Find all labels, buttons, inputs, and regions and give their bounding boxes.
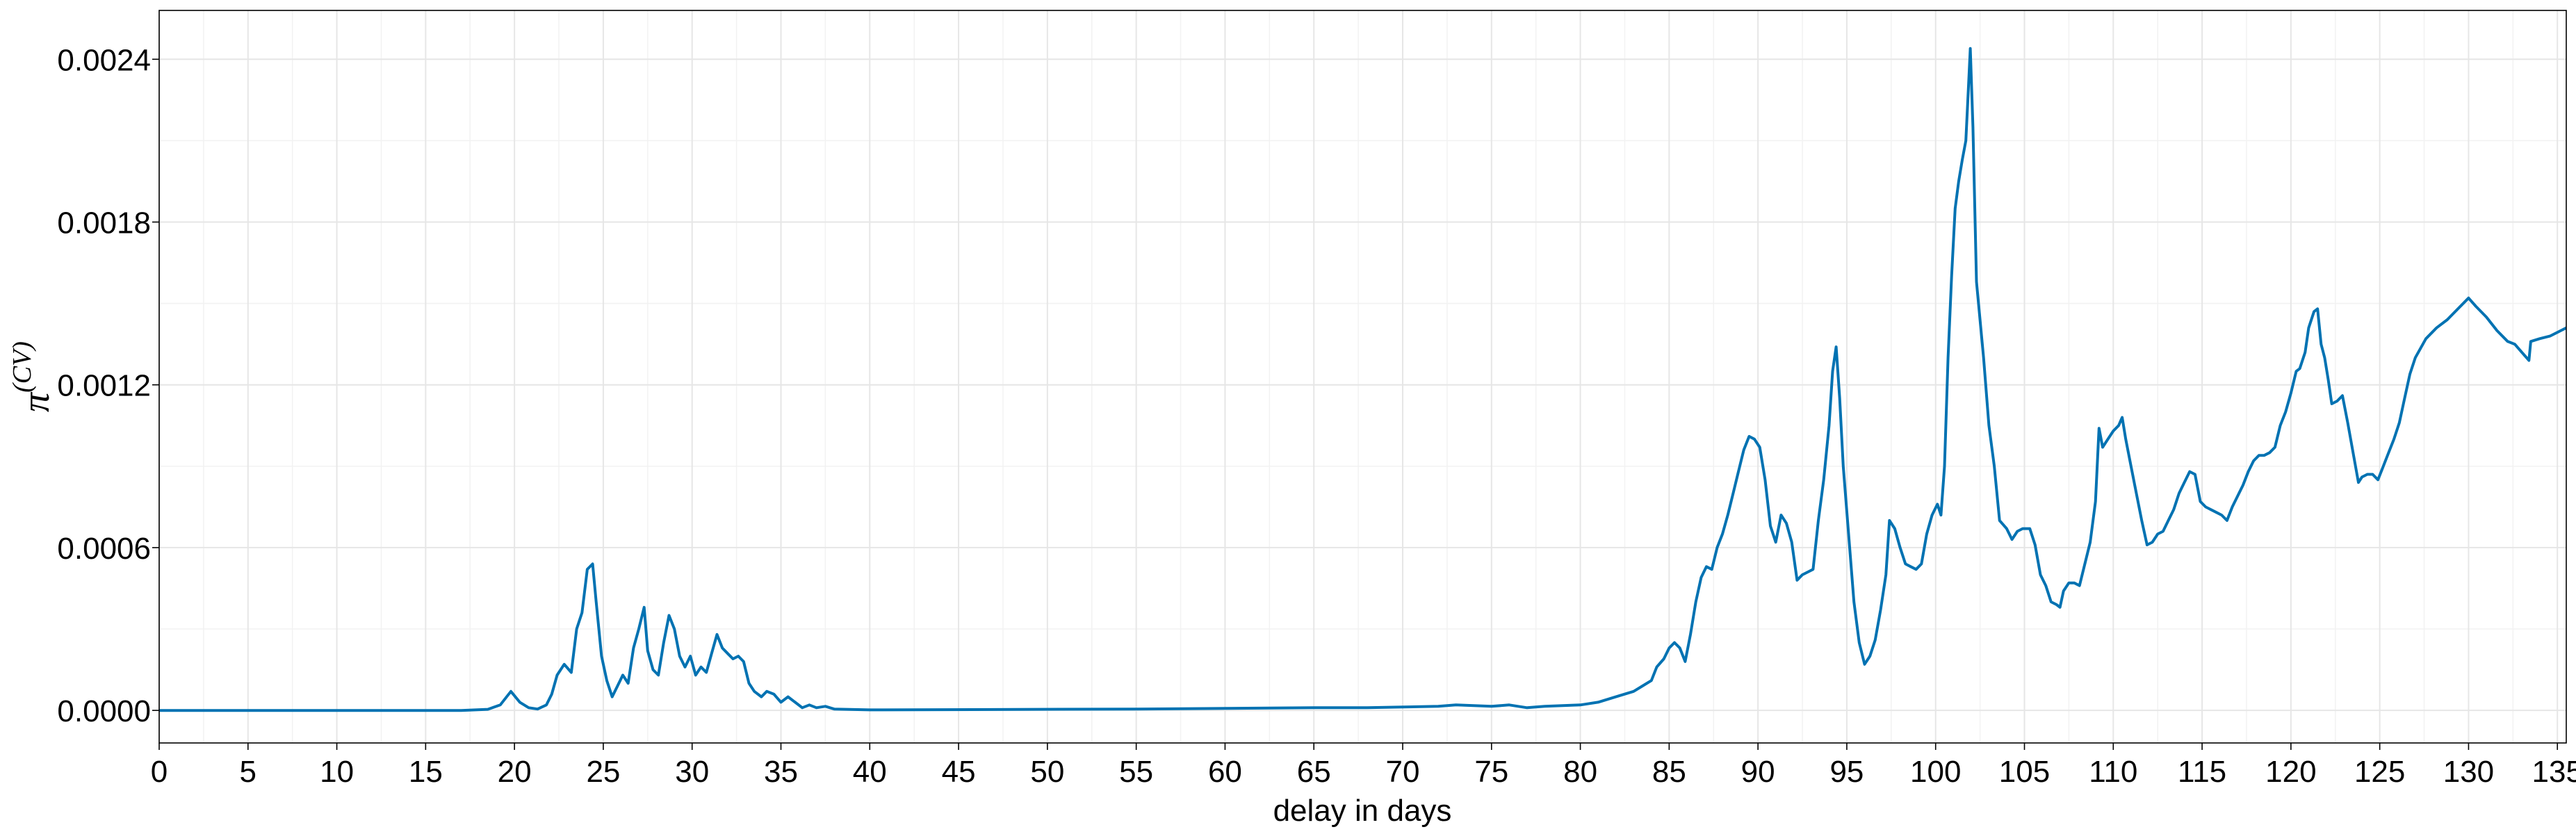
x-tick-label: 125: [2354, 755, 2405, 789]
x-tick-label: 20: [498, 755, 532, 789]
series-line: [159, 47, 2566, 712]
x-tick-label: 0: [151, 755, 168, 789]
x-tick-label: 25: [586, 755, 620, 789]
x-tick-label: 75: [1474, 755, 1508, 789]
x-tick-label: 110: [2089, 755, 2137, 789]
x-tick-label: 80: [1563, 755, 1597, 789]
y-tick-label: 0.0000: [57, 694, 151, 728]
svg-text:π(CV): π(CV): [8, 341, 58, 412]
x-tick-label: 55: [1119, 755, 1153, 789]
x-tick-label: 85: [1652, 755, 1686, 789]
x-tick-label: 70: [1386, 755, 1420, 789]
x-tick-label: 115: [2178, 755, 2226, 789]
x-tick-label: 135: [2532, 755, 2576, 789]
x-tick-label: 10: [320, 755, 354, 789]
x-tick-label: 35: [764, 755, 798, 789]
x-tick-label: 60: [1208, 755, 1242, 789]
series-line-layer: [159, 47, 2566, 712]
grid-lines: [158, 10, 2566, 743]
x-tick-label: 15: [409, 755, 443, 789]
x-axis-title: delay in days: [1273, 794, 1452, 828]
plot-frame: [158, 10, 2567, 744]
x-tick-label: 30: [675, 755, 709, 789]
x-tick-label: 105: [1999, 755, 2050, 789]
x-tick-label: 120: [2265, 755, 2316, 789]
x-tick-label: 45: [942, 755, 976, 789]
y-axis-title-superscript: (CV): [8, 341, 37, 393]
x-tick-label: 95: [1829, 755, 1864, 789]
x-tick-label: 100: [1910, 755, 1961, 789]
x-tick-label: 130: [2443, 755, 2494, 789]
x-tick-label: 5: [240, 755, 256, 789]
x-tick-label: 65: [1297, 755, 1331, 789]
y-tick-label: 0.0024: [57, 43, 151, 77]
y-axis-title: π(CV): [8, 341, 58, 412]
y-axis-ticks: 0.0000 0.0006 0.0012 0.0018 0.0024: [57, 43, 159, 728]
y-tick-label: 0.0012: [57, 369, 151, 403]
y-tick-label: 0.0006: [57, 532, 151, 566]
x-tick-label: 90: [1741, 755, 1775, 789]
y-tick-label: 0.0018: [57, 206, 151, 240]
x-tick-label: 50: [1030, 755, 1064, 789]
y-axis-title-symbol: π: [15, 391, 58, 412]
x-axis-ticks: 0 5 10 15 20 25 30 35 40 45 50 55 60 65 70 75 80 85 90 95 10…: [151, 743, 2576, 789]
x-tick-label: 40: [853, 755, 887, 789]
